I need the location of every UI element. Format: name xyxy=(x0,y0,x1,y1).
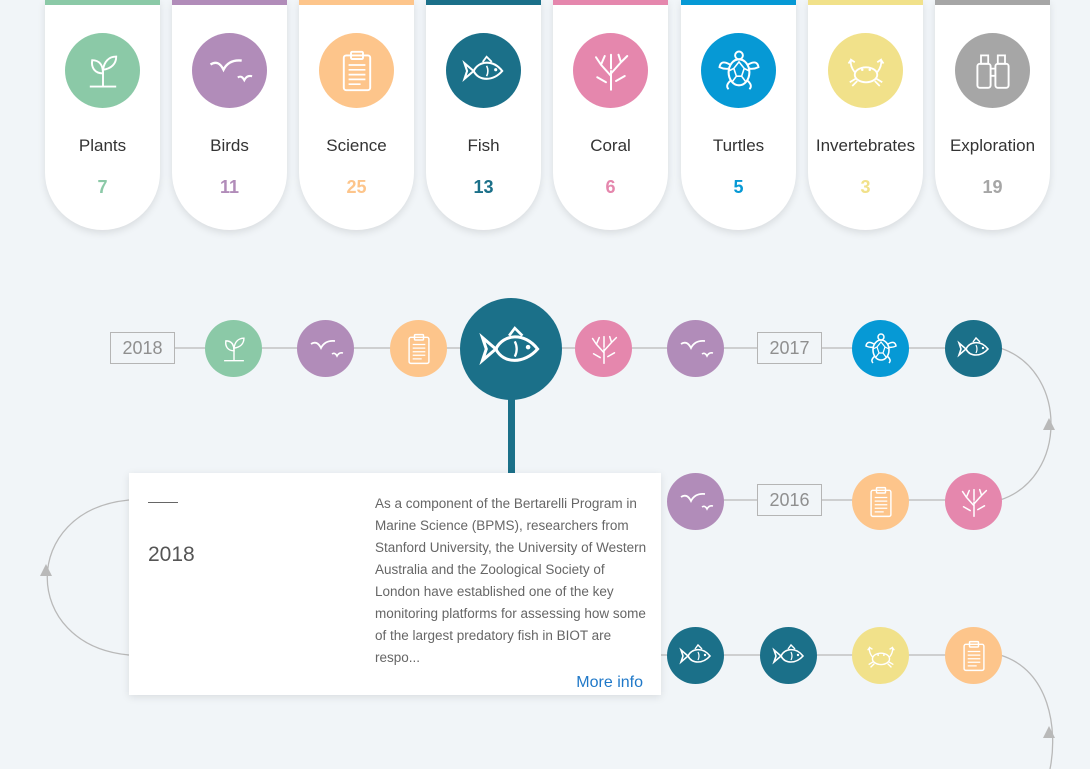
year-marker-2018: 2018 xyxy=(110,332,175,364)
category-label: Turtles xyxy=(712,136,765,155)
event-description: As a component of the Bertarelli Program… xyxy=(375,496,647,665)
category-card-coral[interactable]: Coral 6 xyxy=(553,0,668,230)
timeline-node-fish[interactable] xyxy=(667,627,724,684)
category-label: Coral xyxy=(590,136,631,155)
clipboard-icon xyxy=(401,331,437,367)
timeline: 2018 2017 2016 2018 As a component of th… xyxy=(0,260,1090,769)
coral-icon xyxy=(955,483,993,521)
timeline-node-science[interactable] xyxy=(852,473,909,530)
coral-icon xyxy=(585,330,623,368)
timeline-node-coral[interactable] xyxy=(945,473,1002,530)
category-cards: Plants 7 Birds 11 Science 25 Fish 13 Cor… xyxy=(45,0,1055,240)
category-label: Birds xyxy=(210,136,249,155)
category-label: Plants xyxy=(78,136,127,155)
fish-icon xyxy=(769,636,809,676)
sprout-icon xyxy=(65,33,140,108)
turtle-icon xyxy=(701,33,776,108)
coral-icon xyxy=(573,33,648,108)
crab-icon xyxy=(862,637,900,675)
year-marker-2016: 2016 xyxy=(757,484,822,516)
category-count: 19 xyxy=(982,177,1003,197)
timeline-node-plants[interactable] xyxy=(205,320,262,377)
timeline-node-birds[interactable] xyxy=(667,320,724,377)
category-card-plants[interactable]: Plants 7 xyxy=(45,0,160,230)
bird-icon xyxy=(676,482,716,522)
more-info-link[interactable]: More info xyxy=(576,674,643,691)
turtle-icon xyxy=(861,329,901,369)
timeline-node-birds[interactable] xyxy=(297,320,354,377)
event-detail-card: 2018 As a component of the Bertarelli Pr… xyxy=(129,473,661,695)
timeline-node-science[interactable] xyxy=(945,627,1002,684)
category-count: 25 xyxy=(346,177,367,197)
category-card-science[interactable]: Science 25 xyxy=(299,0,414,230)
card-accent-bar xyxy=(299,0,414,5)
category-card-turtles[interactable]: Turtles 5 xyxy=(681,0,796,230)
card-accent-bar xyxy=(172,0,287,5)
timeline-node-invertebrates[interactable] xyxy=(852,627,909,684)
clipboard-icon xyxy=(956,638,992,674)
category-label: Science xyxy=(326,136,387,155)
event-year: 2018 xyxy=(148,543,195,566)
category-label: Invertebrates xyxy=(815,136,916,155)
timeline-node-fish[interactable] xyxy=(760,627,817,684)
year-marker-2017: 2017 xyxy=(757,332,822,364)
category-card-exploration[interactable]: Exploration 19 xyxy=(935,0,1050,230)
clipboard-icon xyxy=(319,33,394,108)
timeline-node-fish-selected[interactable] xyxy=(460,298,562,400)
card-accent-bar xyxy=(426,0,541,5)
bird-icon xyxy=(676,329,716,369)
card-accent-bar xyxy=(45,0,160,5)
card-accent-bar xyxy=(808,0,923,5)
category-count: 6 xyxy=(605,177,616,197)
category-count: 5 xyxy=(733,177,744,197)
crab-icon xyxy=(828,33,903,108)
fish-icon xyxy=(446,33,521,108)
category-count: 11 xyxy=(219,177,240,197)
category-card-invertebrates[interactable]: Invertebrates 3 xyxy=(808,0,923,230)
fish-icon xyxy=(473,311,549,387)
bird-icon xyxy=(192,33,267,108)
clipboard-icon xyxy=(863,484,899,520)
card-accent-bar xyxy=(935,0,1050,5)
bird-icon xyxy=(306,329,346,369)
timeline-node-science[interactable] xyxy=(390,320,447,377)
category-count: 7 xyxy=(97,177,108,197)
timeline-node-fish[interactable] xyxy=(945,320,1002,377)
card-accent-bar xyxy=(681,0,796,5)
fish-icon xyxy=(954,329,994,369)
category-card-fish[interactable]: Fish 13 xyxy=(426,0,541,230)
timeline-node-birds[interactable] xyxy=(667,473,724,530)
category-count: 3 xyxy=(860,177,871,197)
category-label: Fish xyxy=(467,136,500,155)
card-accent-bar xyxy=(553,0,668,5)
sprout-icon xyxy=(216,331,252,367)
category-label: Exploration xyxy=(949,136,1036,155)
binoculars-icon xyxy=(955,33,1030,108)
category-card-birds[interactable]: Birds 11 xyxy=(172,0,287,230)
timeline-node-turtles[interactable] xyxy=(852,320,909,377)
fish-icon xyxy=(676,636,716,676)
timeline-node-coral[interactable] xyxy=(575,320,632,377)
card-divider xyxy=(148,502,178,503)
category-count: 13 xyxy=(473,177,494,197)
